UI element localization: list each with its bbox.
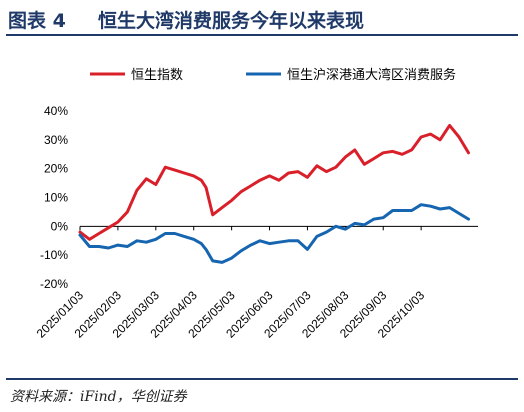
y-tick-label: -20%	[40, 277, 68, 291]
y-tick-label: 20%	[44, 162, 68, 176]
figure-title-bar: 图表 4 恒生大湾消费服务今年以来表现	[6, 4, 518, 36]
legend-label-2: 恒生沪深港通大湾区消费服务	[287, 67, 456, 83]
legend-label-1: 恒生指数	[131, 68, 183, 83]
source-note: 资料来源：iFind，华创证券	[10, 389, 187, 405]
chart-axes	[79, 225, 478, 231]
series-lines	[78, 123, 470, 264]
figure-title: 恒生大湾消费服务今年以来表现	[98, 10, 365, 32]
y-tick-label: 10%	[44, 191, 68, 205]
y-tick-label: 40%	[44, 104, 68, 118]
y-tick-label: 0%	[51, 219, 69, 233]
source-footer: 资料来源：iFind，华创证券	[6, 378, 518, 410]
series-line-2	[78, 203, 470, 264]
series-line-1	[78, 123, 470, 241]
figure-label: 图表 4	[8, 10, 66, 32]
y-tick-label: -10%	[40, 248, 68, 262]
y-tick-label: 30%	[44, 133, 68, 147]
legend: 恒生指数 恒生沪深港通大湾区消费服务	[90, 67, 456, 83]
